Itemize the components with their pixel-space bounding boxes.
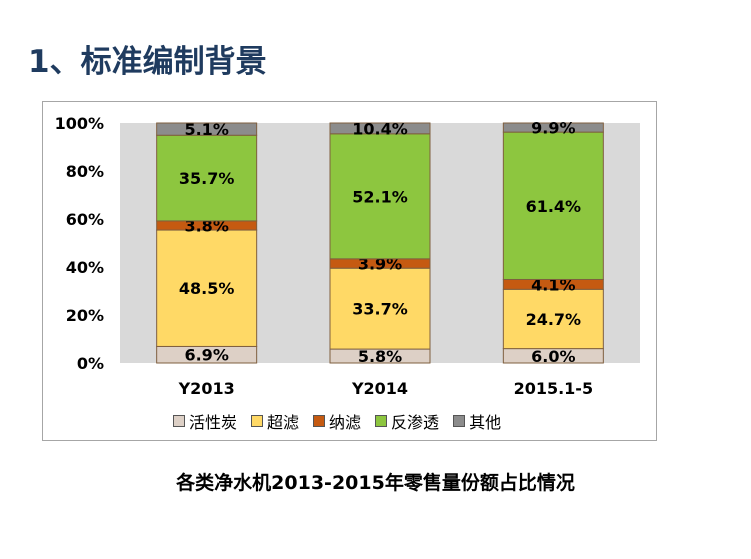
x-tick-label: Y2014 (351, 379, 408, 398)
legend-swatch (375, 415, 388, 427)
bar-segment (329, 133, 431, 260)
legend-label: 活性炭 (189, 413, 238, 432)
legend-item: 超滤 (251, 409, 299, 433)
data-label: 10.4% (352, 119, 408, 138)
legend-swatch (251, 415, 264, 427)
data-label: 4.1% (531, 275, 575, 294)
y-tick-label: 60% (66, 210, 104, 229)
data-label: 52.1% (352, 187, 408, 206)
legend-swatch (313, 415, 326, 427)
legend-label: 其他 (469, 413, 502, 432)
y-tick-label: 40% (66, 258, 104, 277)
chart-caption: 各类净水机2013-2015年零售量份额占比情况 (176, 472, 575, 494)
legend-item: 活性炭 (173, 409, 237, 433)
stacked-bar-chart: 0%20%40%60%80%100%6.9%48.5%3.8%35.7%5.1%… (55, 114, 640, 398)
data-label: 6.9% (184, 346, 228, 365)
legend-item: 其他 (453, 409, 501, 433)
x-tick-label: Y2013 (178, 379, 235, 398)
y-tick-label: 0% (77, 354, 104, 373)
bar-segment (156, 229, 258, 347)
legend-swatch (173, 415, 185, 427)
data-label: 24.7% (526, 310, 582, 329)
y-tick-label: 80% (66, 162, 104, 181)
data-label: 9.9% (531, 119, 575, 138)
data-label: 35.7% (179, 169, 235, 188)
data-label: 5.1% (184, 120, 228, 139)
y-tick-label: 20% (66, 306, 104, 325)
bar-segment (502, 131, 604, 280)
legend-label: 反渗透 (391, 413, 440, 432)
data-label: 6.0% (531, 347, 575, 366)
legend-swatch (453, 415, 466, 427)
legend-item: 纳滤 (313, 409, 361, 433)
bar-segment (502, 122, 604, 133)
bar-segment (329, 267, 431, 350)
legend-label: 纳滤 (329, 413, 362, 432)
chart-legend: 活性炭 超滤 纳滤 反渗透 其他 (173, 409, 501, 433)
chart-frame: 0% 20% 40% 60% 80% 100% 6.9% 48.5% 3.8% 35.7% 5.1%… (42, 101, 657, 441)
data-label: 61.4% (526, 197, 582, 216)
legend-item: 反渗透 (375, 409, 439, 433)
x-tick-label: 2015.1-5 (514, 379, 594, 398)
page-title: 1、标准编制背景 (28, 44, 267, 80)
data-label: 48.5% (179, 279, 235, 298)
data-label: 33.7% (352, 300, 408, 319)
data-label: 5.8% (358, 347, 402, 366)
legend-label: 超滤 (267, 413, 300, 432)
y-tick-label: 100% (55, 114, 104, 133)
bar-segment (502, 288, 604, 350)
bar-segment (156, 122, 258, 136)
bar-segment (329, 122, 431, 135)
